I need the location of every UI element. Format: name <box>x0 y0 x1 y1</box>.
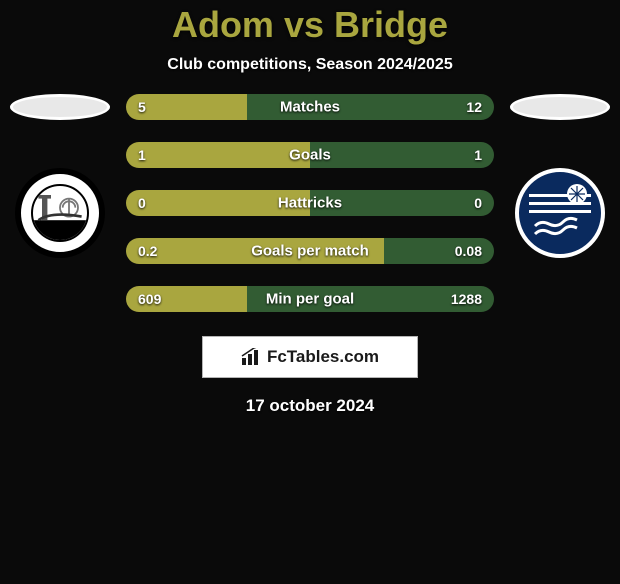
player2-name: Bridge <box>334 4 448 45</box>
brand-badge[interactable]: FcTables.com <box>202 336 418 378</box>
bar-left-fill <box>126 94 247 120</box>
gateshead-crest-icon <box>33 185 87 241</box>
player1-name: Adom <box>172 4 274 45</box>
player1-column <box>10 94 110 258</box>
bar-right-fill <box>384 238 494 264</box>
bar-row: Hattricks00 <box>126 190 494 216</box>
brand-text: FcTables.com <box>267 347 379 367</box>
player2-club-badge <box>515 168 605 258</box>
bar-row: Matches512 <box>126 94 494 120</box>
bar-row: Min per goal6091288 <box>126 286 494 312</box>
footer-date: 17 october 2024 <box>0 396 620 416</box>
bar-right-fill <box>310 190 494 216</box>
vs-label: vs <box>284 4 324 45</box>
bar-chart-icon <box>241 348 263 366</box>
bar-right-fill <box>247 286 494 312</box>
bar-left-fill <box>126 238 384 264</box>
comparison-panel: Matches512 Goals11 Hattricks00 Goals per ma… <box>0 94 620 312</box>
player1-club-badge <box>15 168 105 258</box>
bar-left-fill <box>126 142 310 168</box>
player2-column <box>510 94 610 258</box>
bar-left-fill <box>126 190 310 216</box>
bar-row: Goals11 <box>126 142 494 168</box>
bar-row: Goals per match0.20.08 <box>126 238 494 264</box>
page-title: Adom vs Bridge <box>0 4 620 46</box>
player1-photo-placeholder <box>10 94 110 120</box>
subtitle: Club competitions, Season 2024/2025 <box>0 56 620 74</box>
player2-photo-placeholder <box>510 94 610 120</box>
bar-right-fill <box>247 94 494 120</box>
southend-crest-icon <box>519 172 599 252</box>
bar-right-fill <box>310 142 494 168</box>
bar-left-fill <box>126 286 247 312</box>
comparison-bars: Matches512 Goals11 Hattricks00 Goals per ma… <box>126 94 494 312</box>
